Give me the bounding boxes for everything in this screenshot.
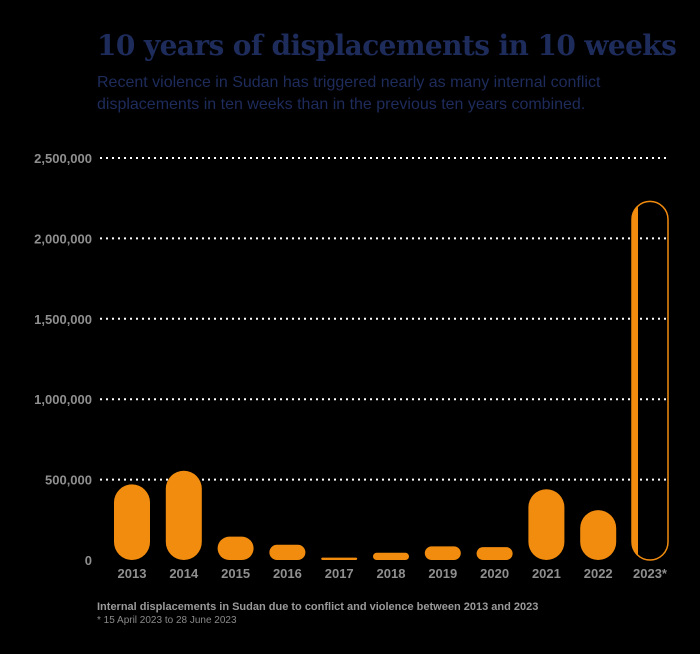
x-tick-label: 2015 [221,566,250,581]
x-tick-label: 2023* [633,566,668,581]
x-tick-label: 2018 [377,566,406,581]
y-tick-label: 2,000,000 [34,231,92,246]
chart-title: 10 years of displacements in 10 weeks [97,29,677,62]
bar [424,546,461,560]
x-axis-tick-labels: 2013 2014 2015 2016 2017 2018 2019 2020 2021 2022… [118,566,668,581]
x-tick-label: 2021 [532,566,561,581]
y-tick-label: 1,500,000 [34,312,92,327]
x-tick-label: 2017 [325,566,354,581]
chart-subtitle: Recent violence in Sudan has triggered n… [97,74,601,113]
y-tick-label: 2,500,000 [34,151,92,166]
x-tick-label: 2020 [480,566,509,581]
bar-outline [631,200,669,561]
gridlines [100,157,666,481]
bar-highlighted [631,200,669,561]
bar [580,510,617,560]
footnote-detail: * 15 April 2023 to 28 June 2023 [97,615,237,626]
bar [373,552,409,560]
y-tick-label: 500,000 [45,473,92,488]
bar [321,557,358,560]
bar [476,547,513,560]
bar [269,544,306,560]
bar [165,470,202,560]
bar [114,484,150,560]
x-tick-label: 2016 [273,566,302,581]
bar-highlight-edge [632,201,638,560]
y-tick-label: 1,000,000 [34,392,92,407]
y-tick-label: 0 [85,553,92,568]
x-tick-label: 2014 [169,566,199,581]
bar [528,489,565,560]
bars [114,200,669,561]
y-axis-tick-labels: 0 500,000 1,000,000 1,500,000 2,000,000 2,500… [34,151,92,568]
footnote: Internal displacements in Sudan due to c… [97,601,539,613]
bar [217,536,254,560]
x-tick-label: 2019 [428,566,457,581]
x-tick-label: 2013 [118,566,147,581]
x-tick-label: 2022 [584,566,613,581]
